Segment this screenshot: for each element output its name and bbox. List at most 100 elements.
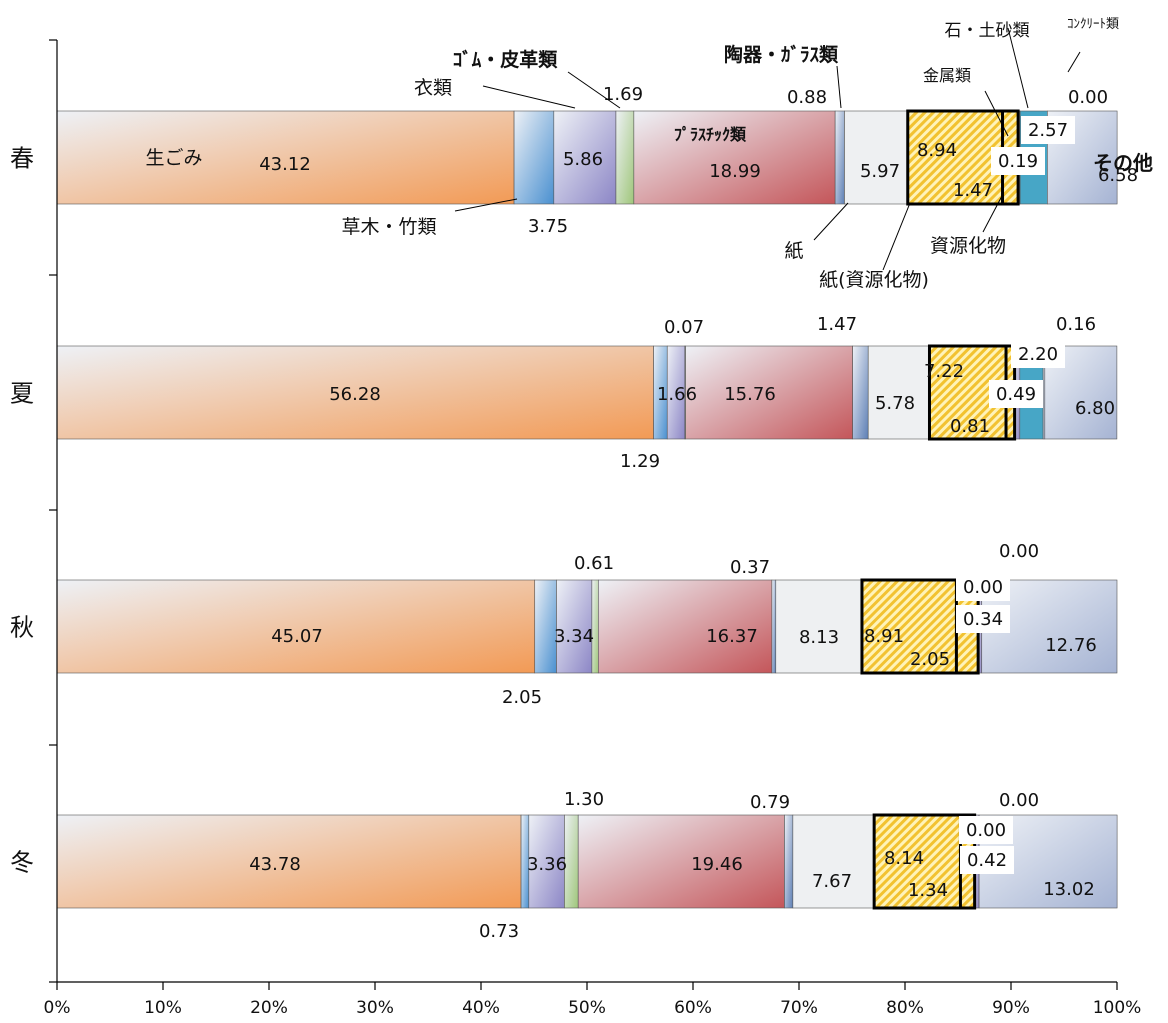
category-label-1: 夏: [10, 380, 34, 408]
value-label-0-10: 2.57: [1028, 120, 1068, 141]
value-label-3-12: 13.02: [1043, 879, 1095, 900]
value-label-1-4: 15.76: [724, 384, 776, 405]
x-tick-label-9: 90%: [992, 998, 1030, 1018]
value-label-2-2: 3.34: [554, 626, 594, 647]
x-tick-label-1: 10%: [144, 998, 182, 1018]
x-tick-label-4: 40%: [462, 998, 500, 1018]
value-label-1-3: 0.07: [664, 317, 704, 338]
bar-segment-2-4: [598, 579, 773, 674]
value-label-3-10: 0.00: [966, 820, 1006, 841]
value-label-bg-2-9: [956, 605, 1010, 633]
series-annotation-8: 資源化物: [930, 235, 1006, 257]
value-label-0-4: 18.99: [709, 161, 761, 182]
value-label-0-0: 43.12: [259, 154, 311, 175]
leader-line-5: [882, 202, 911, 271]
value-label-0-2: 5.86: [563, 149, 603, 170]
value-label-3-7: 8.14: [884, 848, 924, 869]
bar-segment-0-5: [834, 110, 845, 205]
leader-line-2: [567, 71, 621, 109]
bar-segment-1-6: [867, 345, 930, 440]
bar-segment-3-6: [792, 814, 875, 909]
category-label-3: 冬: [10, 849, 34, 877]
bar-segment-0-4: [633, 110, 836, 205]
leader-line-9: [982, 193, 1004, 233]
value-label-0-9: 0.19: [998, 151, 1038, 172]
category-label-2: 秋: [10, 614, 34, 642]
value-label-2-4: 16.37: [706, 626, 758, 647]
value-label-2-9: 0.34: [963, 609, 1003, 630]
value-label-1-8: 0.81: [950, 416, 990, 437]
leader-line-6: [984, 90, 1009, 137]
bar-segment-1-5: [852, 345, 869, 440]
value-label-3-3: 1.30: [564, 789, 604, 810]
value-label-0-8: 1.47: [953, 180, 993, 201]
value-label-1-2: 1.66: [657, 384, 697, 405]
x-tick-label-10: 100%: [1093, 998, 1142, 1018]
value-label-0-12: 6.58: [1098, 165, 1138, 186]
series-annotation-2: 衣類: [414, 77, 452, 99]
x-tick-label-7: 70%: [780, 998, 818, 1018]
bar-segment-3-4: [577, 814, 785, 909]
bar-segment-3-0: [56, 814, 522, 909]
series-annotation-0: 生ごみ: [145, 147, 202, 169]
bar-segment-0-6: [844, 110, 909, 205]
value-label-1-7: 7.22: [924, 361, 964, 382]
leader-line-3: [836, 65, 842, 109]
category-label-0: 春: [10, 145, 34, 173]
leader-line-0: [454, 198, 518, 212]
leader-line-7: [1007, 27, 1029, 109]
bar-segment-0-1: [513, 110, 555, 205]
bar-segment-3-7: [873, 814, 961, 909]
series-annotation-3: ｺﾞﾑ・皮革類: [453, 48, 559, 71]
value-label-0-3: 1.69: [603, 84, 643, 105]
value-label-1-9: 0.49: [996, 384, 1036, 405]
value-label-3-9: 0.42: [967, 850, 1007, 871]
value-label-1-5: 1.47: [817, 314, 857, 335]
value-label-3-0: 43.78: [249, 854, 301, 875]
value-label-0-7: 8.94: [917, 140, 957, 161]
x-tick-label-8: 80%: [886, 998, 924, 1018]
value-label-1-11: 0.16: [1056, 314, 1096, 335]
series-annotation-6: 紙: [784, 240, 803, 262]
value-label-1-12: 6.80: [1075, 398, 1115, 419]
value-label-bg-3-9: [960, 846, 1014, 874]
bar-segment-2-5: [771, 579, 777, 674]
value-label-3-2: 3.36: [527, 854, 567, 875]
value-label-2-6: 8.13: [799, 627, 839, 648]
value-label-3-11: 0.00: [999, 790, 1039, 811]
series-annotation-9: 金属類: [923, 66, 971, 85]
value-label-3-1: 0.73: [479, 921, 519, 942]
x-tick-label-5: 50%: [568, 998, 606, 1018]
value-label-bg-1-10: [1011, 340, 1065, 368]
value-label-2-7: 8.91: [864, 626, 904, 647]
leader-line-4: [813, 202, 849, 241]
bar-segment-2-2: [556, 579, 593, 674]
leader-line-1: [482, 85, 576, 109]
value-label-0-11: 0.00: [1068, 87, 1108, 108]
bar-segment-3-5: [784, 814, 794, 909]
series-annotation-10: 石・土砂類: [945, 21, 1030, 41]
x-tick-label-0: 0%: [44, 998, 71, 1018]
value-label-2-8: 2.05: [910, 649, 950, 670]
value-label-bg-0-9: [991, 147, 1045, 175]
value-label-2-12: 12.76: [1045, 635, 1097, 656]
value-label-3-6: 7.67: [812, 871, 852, 892]
value-label-1-10: 2.20: [1018, 344, 1058, 365]
value-label-bg-0-10: [1021, 116, 1075, 144]
series-annotation-1: 草木・竹類: [341, 216, 436, 238]
series-annotation-4: ﾌﾟﾗｽﾁｯｸ類: [674, 125, 747, 144]
bar-segment-2-0: [56, 579, 536, 674]
value-label-2-3: 0.61: [574, 553, 614, 574]
x-tick-label-2: 20%: [250, 998, 288, 1018]
value-label-0-6: 5.97: [860, 161, 900, 182]
bar-segment-1-4: [685, 345, 853, 440]
value-label-2-1: 2.05: [502, 687, 542, 708]
series-annotation-7: 紙(資源化物): [819, 269, 929, 291]
bar-segment-0-0: [56, 110, 515, 205]
x-tick-label-6: 60%: [674, 998, 712, 1018]
bar-segment-1-0: [56, 345, 654, 440]
value-label-1-0: 56.28: [329, 384, 381, 405]
value-label-3-4: 19.46: [691, 854, 743, 875]
